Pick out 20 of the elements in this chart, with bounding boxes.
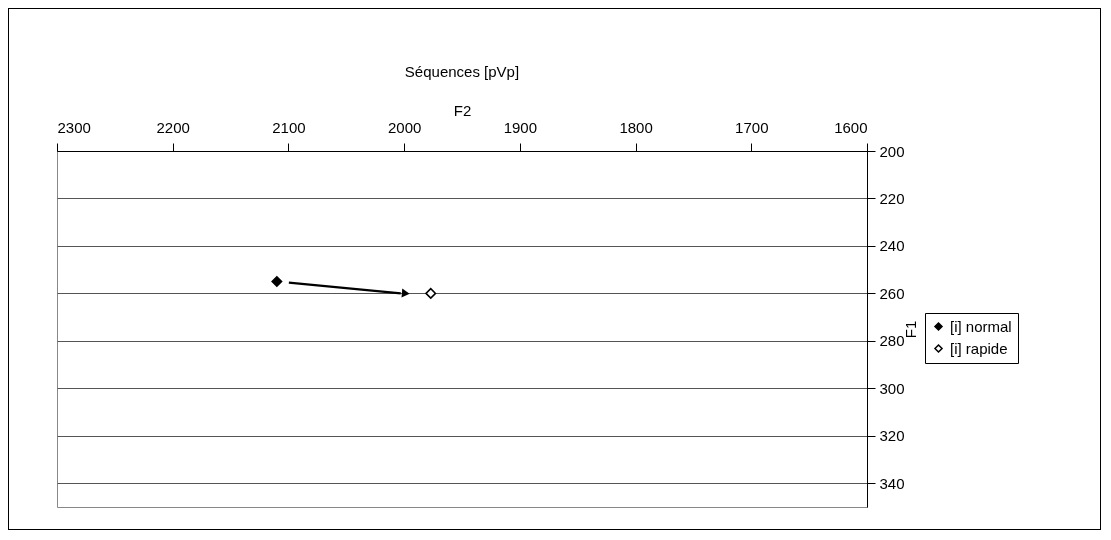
legend-label: [i] rapide [950, 339, 1008, 357]
legend-label: [i] normal [950, 317, 1012, 335]
y-tick-label: 220 [879, 189, 905, 207]
y-tick-label: 200 [879, 142, 905, 160]
y-tick-label: 240 [879, 237, 905, 255]
x-tick-label: 1900 [503, 118, 538, 136]
x-tick-label: 1600 [834, 118, 868, 136]
x-tick-label: 2200 [156, 118, 190, 136]
chart-title: Séquences [pVp] [404, 63, 520, 80]
x-tick-label: 1700 [735, 118, 769, 136]
y-tick-label: 280 [879, 332, 905, 350]
x-tick-label: 2000 [387, 118, 422, 136]
y-tick-label: 300 [879, 379, 905, 397]
y-tick-label: 320 [879, 427, 905, 445]
x-tick-label: 2300 [57, 118, 91, 136]
y-tick-label: 340 [879, 474, 905, 492]
x-tick-label: 1800 [619, 118, 653, 136]
x-tick-label: 2100 [272, 118, 306, 136]
y-tick-label: 260 [879, 284, 905, 302]
x-axis-title: F2 [453, 101, 472, 119]
